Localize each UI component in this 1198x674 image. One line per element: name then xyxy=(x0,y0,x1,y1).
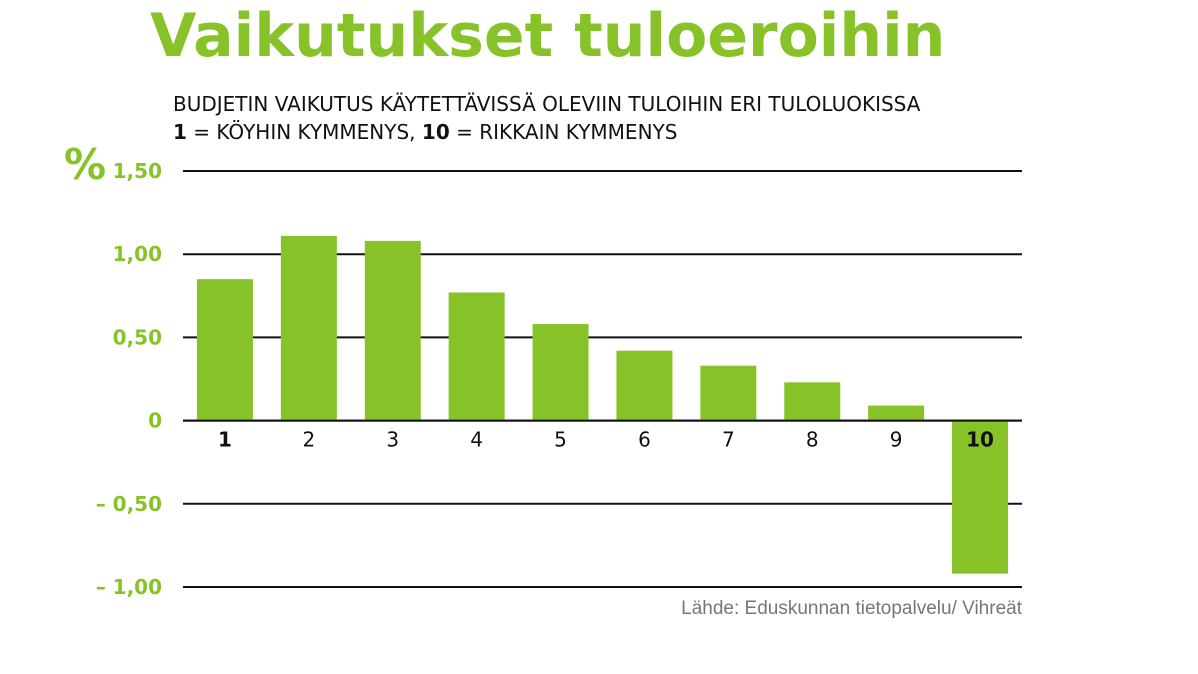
y-tick-label: 0 xyxy=(148,409,162,433)
x-tick-label: 2 xyxy=(302,428,315,452)
chart-title: Vaikutukset tuloeroihin xyxy=(150,1,946,71)
legend-poorest-number: 1 xyxy=(173,120,187,144)
y-tick-label: 1,50 xyxy=(113,159,162,183)
bar xyxy=(196,279,253,421)
bar xyxy=(952,420,1009,574)
y-tick-label: – 1,00 xyxy=(96,575,162,599)
x-tick-label: 7 xyxy=(722,428,735,452)
bar xyxy=(700,365,757,421)
source-note: Lähde: Eduskunnan tietopalvelu/ Vihreät xyxy=(681,598,1022,619)
y-tick-label: 0,50 xyxy=(113,325,162,349)
x-tick-label: 9 xyxy=(890,428,903,452)
x-tick-label: 5 xyxy=(554,428,567,452)
unit-percent-label: % xyxy=(64,140,107,189)
y-tick-label: 1,00 xyxy=(113,242,162,266)
bar xyxy=(364,240,421,421)
x-tick-label: 6 xyxy=(638,428,651,452)
bar xyxy=(868,405,925,421)
legend-poorest-text: = KÖYHIN KYMMENYS, xyxy=(186,120,422,144)
chart-legend-note: 1 = KÖYHIN KYMMENYS, 10 = RIKKAIN KYMMEN… xyxy=(173,122,677,142)
bar xyxy=(448,292,505,421)
y-tick-label: – 0,50 xyxy=(96,492,162,516)
chart-subtitle: BUDJETIN VAIKUTUS KÄYTETTÄVISSÄ OLEVIIN … xyxy=(173,92,921,116)
x-tick-label: 10 xyxy=(966,428,994,452)
bar xyxy=(616,350,673,421)
x-tick-label: 1 xyxy=(218,428,232,452)
bar xyxy=(280,235,337,421)
legend-richest-text: = RIKKAIN KYMMENYS xyxy=(449,120,678,144)
bar xyxy=(784,382,841,421)
x-tick-label: 4 xyxy=(470,428,483,452)
legend-richest-number: 10 xyxy=(421,120,450,144)
bar xyxy=(532,324,589,421)
x-tick-label: 3 xyxy=(386,428,399,452)
x-tick-label: 8 xyxy=(806,428,819,452)
